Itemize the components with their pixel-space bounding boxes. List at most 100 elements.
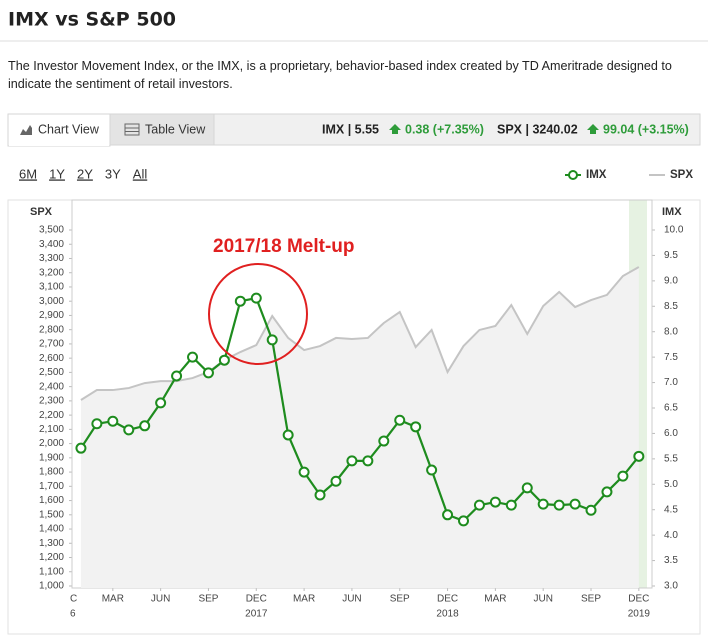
quote: IMX | 5.55 bbox=[322, 122, 379, 136]
y-tick-label: 3,200 bbox=[39, 267, 64, 278]
x-tick-label: SEP bbox=[198, 594, 218, 605]
tab-label[interactable]: Table View bbox=[145, 122, 206, 136]
range-button[interactable]: All bbox=[133, 166, 148, 181]
point bbox=[107, 415, 119, 427]
y2-tick-label: 3.0 bbox=[664, 581, 678, 592]
y2-tick-label: 7.0 bbox=[664, 377, 678, 388]
point bbox=[155, 397, 167, 409]
y-tick-label: 1,200 bbox=[39, 552, 64, 563]
range-button[interactable]: 1Y bbox=[49, 166, 65, 181]
y-tick-label: 2,000 bbox=[39, 438, 64, 449]
y2-tick-label: 6.5 bbox=[664, 403, 678, 414]
point bbox=[410, 421, 422, 433]
y-tick-label: 1,400 bbox=[39, 524, 64, 535]
y-tick-label: 1,000 bbox=[39, 581, 64, 592]
point bbox=[330, 475, 342, 487]
point bbox=[569, 498, 581, 510]
y-tick-label: 2,600 bbox=[39, 353, 64, 364]
point bbox=[617, 470, 629, 482]
y-tick-label: 2,200 bbox=[39, 410, 64, 421]
x-tick-label: MAR bbox=[293, 594, 315, 605]
y-tick-label: 2,300 bbox=[39, 396, 64, 407]
point bbox=[601, 486, 613, 498]
y2-tick-label: 3.5 bbox=[664, 555, 678, 566]
range-button[interactable]: 3Y bbox=[105, 166, 121, 181]
quote-change: 99.04 (+3.15%) bbox=[603, 122, 689, 136]
point bbox=[218, 354, 230, 366]
y-tick-label: 3,500 bbox=[39, 225, 64, 236]
y2-tick-label: 9.5 bbox=[664, 250, 678, 261]
tab-active[interactable] bbox=[7, 113, 111, 147]
y2-tick-label: 5.5 bbox=[664, 453, 678, 464]
up-arrow bbox=[587, 124, 599, 134]
table-icon bbox=[124, 123, 140, 136]
chart-icon bbox=[20, 125, 32, 135]
point bbox=[362, 455, 374, 467]
tab[interactable] bbox=[109, 113, 215, 146]
point bbox=[426, 464, 438, 476]
y2-axis-title: IMX bbox=[662, 206, 682, 218]
x-tick-label: DEC bbox=[246, 594, 267, 605]
x-tick-label: DEC bbox=[437, 594, 458, 605]
x-tick-label: SEP bbox=[390, 594, 410, 605]
y2-tick-label: 8.0 bbox=[664, 326, 678, 337]
point bbox=[298, 466, 310, 478]
y-tick-label: 2,500 bbox=[39, 367, 64, 378]
y2-tick-label: 7.5 bbox=[664, 352, 678, 363]
point bbox=[537, 498, 549, 510]
x-tick-label: SEP bbox=[581, 594, 601, 605]
x-tick-label: JUN bbox=[151, 594, 170, 605]
legend-marker bbox=[568, 170, 578, 180]
y-tick-label: 2,800 bbox=[39, 324, 64, 335]
point bbox=[473, 499, 485, 511]
y2-tick-label: 9.0 bbox=[664, 275, 678, 286]
y-tick-label: 2,700 bbox=[39, 339, 64, 350]
point bbox=[266, 334, 278, 346]
point bbox=[378, 435, 390, 447]
point bbox=[458, 515, 469, 527]
y-tick-label: 1,800 bbox=[39, 467, 64, 478]
x-tick-label: JUN bbox=[533, 594, 552, 605]
point bbox=[202, 367, 214, 379]
y-tick-label: 3,300 bbox=[39, 253, 64, 264]
y-axis-title: SPX bbox=[30, 206, 53, 218]
y-tick-label: 3,400 bbox=[39, 239, 64, 250]
y-tick-label: 1,600 bbox=[39, 495, 64, 506]
x-year-label: 2019 bbox=[628, 609, 651, 620]
highlight-circle bbox=[208, 263, 308, 365]
point bbox=[585, 504, 597, 516]
plot bbox=[75, 266, 645, 588]
up-arrow bbox=[389, 124, 401, 134]
y-tick-label: 1,300 bbox=[39, 538, 64, 549]
range-button[interactable]: 2Y bbox=[77, 166, 93, 181]
x-tick-label: MAR bbox=[484, 594, 506, 605]
x-tick-label: MAR bbox=[102, 594, 124, 605]
y-tick-label: 1,700 bbox=[39, 481, 64, 492]
y-tick-label: 2,100 bbox=[39, 424, 64, 435]
page-title: IMX vs S&P 500 bbox=[8, 9, 176, 31]
y2-tick-label: 4.0 bbox=[664, 530, 678, 541]
y-tick-label: 2,400 bbox=[39, 381, 64, 392]
legend-label: IMX bbox=[586, 169, 607, 181]
range-button[interactable]: 6M bbox=[19, 166, 37, 181]
point bbox=[553, 499, 565, 511]
point bbox=[505, 499, 517, 511]
point bbox=[91, 418, 103, 430]
point bbox=[521, 482, 533, 494]
x-year-label: 6 bbox=[70, 609, 76, 620]
point bbox=[75, 442, 87, 454]
y2-tick-label: 6.0 bbox=[664, 428, 678, 439]
point bbox=[250, 292, 262, 304]
tab-label[interactable]: Chart View bbox=[38, 122, 100, 136]
y2-tick-label: 8.5 bbox=[664, 301, 678, 312]
y-tick-label: 3,100 bbox=[39, 282, 64, 293]
point bbox=[442, 509, 454, 521]
quote: SPX | 3240.02 bbox=[497, 122, 578, 136]
x-tick-label: C bbox=[70, 594, 77, 605]
point bbox=[394, 414, 406, 426]
point bbox=[123, 424, 135, 436]
point bbox=[234, 295, 246, 307]
point bbox=[314, 489, 326, 501]
